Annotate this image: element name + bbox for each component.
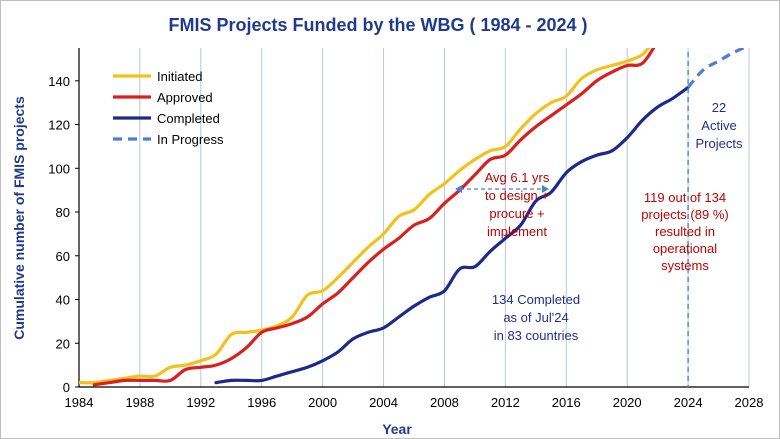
y-tick-label: 140 <box>48 74 70 89</box>
y-tick-label: 0 <box>63 380 70 395</box>
y-tick-label: 40 <box>56 293 70 308</box>
duration-arrow-right-head <box>542 185 549 193</box>
annotation-line: 119 out of 134 <box>644 190 726 205</box>
x-tick-label: 2012 <box>491 395 520 410</box>
legend-label: Initiated <box>157 69 203 84</box>
y-tick-label: 120 <box>48 118 70 133</box>
annotation-line: implement <box>487 224 547 239</box>
axes <box>75 48 749 388</box>
y-tick-label: 100 <box>48 161 70 176</box>
annotation-avg-duration: Avg 6.1 yrs to design + procure + implement <box>455 170 550 239</box>
annotation-line: in 83 countries <box>494 328 579 343</box>
legend-label: In Progress <box>157 132 224 147</box>
series-line-completed <box>214 85 690 385</box>
annotation-line: 22 <box>712 100 726 115</box>
x-tick-label: 2004 <box>369 395 398 410</box>
annotation-line: operational <box>653 241 717 256</box>
annotation-line: Projects <box>696 136 743 151</box>
annotation-completed: 134 Completed as of Jul'24 in 83 countries <box>492 292 580 343</box>
duration-arrow-left-head <box>455 185 462 193</box>
y-tick-label: 60 <box>56 249 70 264</box>
legend: Initiated Approved Completed In Progress <box>113 69 224 147</box>
chart-title: FMIS Projects Funded by the WBG ( 1984 -… <box>168 15 587 35</box>
annotation-active-projects: 22 Active Projects <box>696 100 743 151</box>
x-tick-label: 1992 <box>186 395 215 410</box>
series-line-in-progress <box>686 48 748 89</box>
x-tick-label: 2024 <box>674 395 703 410</box>
annotation-line: projects (89 %) <box>641 207 728 222</box>
annotation-line: 134 Completed <box>492 292 580 307</box>
y-axis-title: Cumulative number of FMIS projects <box>11 96 27 340</box>
annotation-line: systems <box>661 258 709 273</box>
y-tick-label: 20 <box>56 336 70 351</box>
x-tick-label: 2020 <box>613 395 642 410</box>
series-line-approved <box>92 48 656 387</box>
annotation-line: to design + <box>485 188 549 203</box>
annotation-operational: 119 out of 134 projects (89 %) resulted in… <box>641 190 728 273</box>
legend-label: Approved <box>157 90 213 105</box>
annotation-line: resulted in <box>655 224 715 239</box>
x-tick-label: 1984 <box>65 395 94 410</box>
x-tick-label: 1996 <box>247 395 276 410</box>
x-tick-label: 2008 <box>430 395 459 410</box>
x-tick-label: 2028 <box>735 395 764 410</box>
annotation-line: Avg 6.1 yrs <box>485 170 550 185</box>
x-axis-title: Year <box>382 421 412 437</box>
series-lines <box>79 48 748 387</box>
annotation-line: as of Jul'24 <box>503 310 568 325</box>
x-tick-label: 1988 <box>125 395 154 410</box>
y-tick-label: 80 <box>56 205 70 220</box>
annotation-line: procure + <box>489 206 544 221</box>
x-tick-label: 2000 <box>308 395 337 410</box>
legend-label: Completed <box>157 111 220 126</box>
annotation-line: Active <box>701 118 736 133</box>
tick-labels: 1984 1988 1992 1996 2000 2004 2008 2012 2016 2020… <box>48 74 763 410</box>
x-tick-label: 2016 <box>552 395 581 410</box>
series-line-initiated <box>79 48 651 385</box>
